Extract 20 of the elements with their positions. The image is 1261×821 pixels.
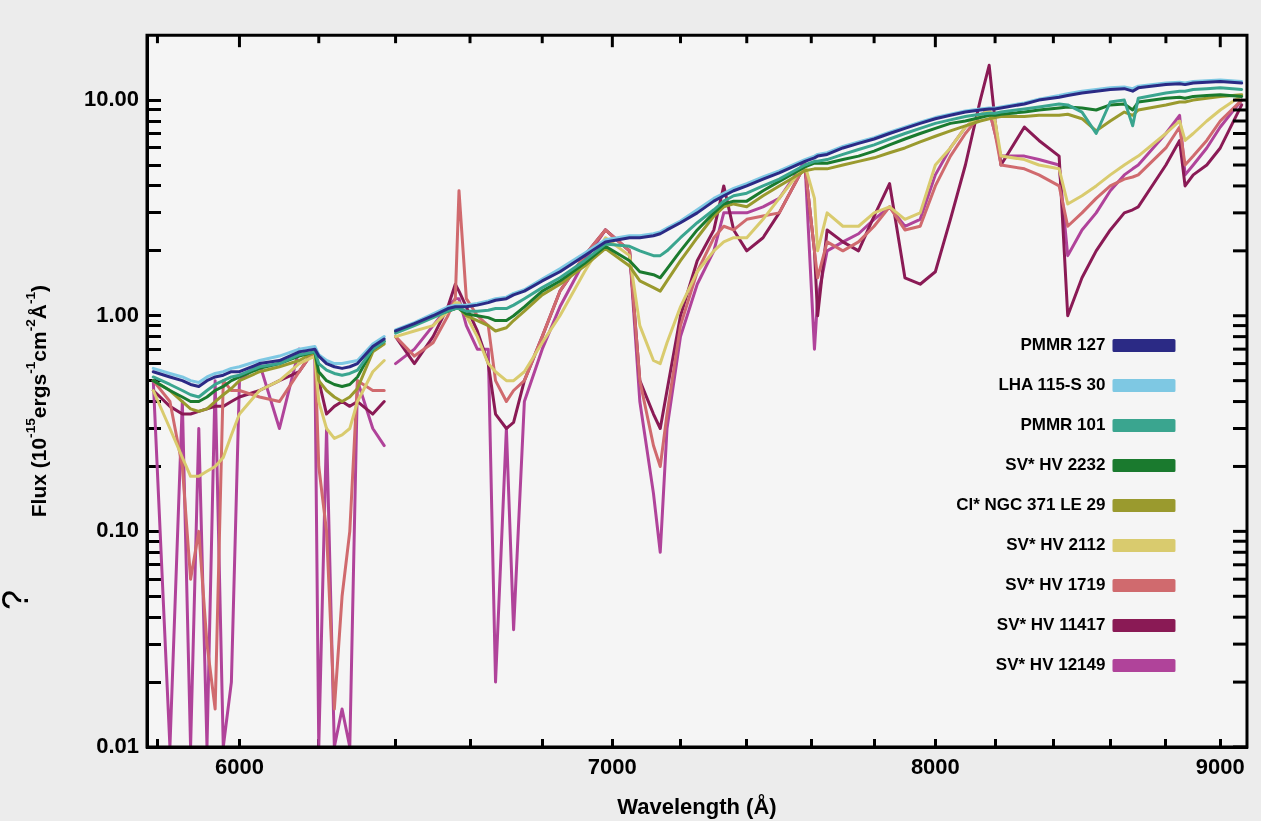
legend-label: SV* HV 2232: [1005, 455, 1106, 475]
y-tick-label: 10.00: [83, 86, 139, 112]
x-tick-label: 8000: [910, 754, 960, 780]
x-tick-label: 6000: [214, 754, 264, 780]
legend-label: SV* HV 2112: [1006, 535, 1106, 555]
legend-label: LHA 115-S 30: [998, 375, 1106, 395]
legend-label: SV* HV 1719: [1005, 575, 1106, 595]
y-tick-label: 0.10: [96, 517, 139, 543]
x-tick-label: 9000: [1195, 754, 1245, 780]
legend-label: SV* HV 12149: [995, 655, 1106, 675]
x-tick-label: 7000: [587, 754, 637, 780]
legend-label: SV* HV 11417: [996, 615, 1106, 635]
y-tick-label: 1.00: [96, 301, 139, 327]
y-tick-label: 0.01: [96, 733, 139, 759]
legend-label: PMMR 127: [1020, 335, 1106, 355]
text: Flux (10-15ergs-1cm-2Å-1): [23, 284, 50, 518]
legend-label: PMMR 101: [1020, 415, 1106, 435]
x-axis-title: Wavelength (Å): [617, 792, 777, 819]
text: ?: [0, 589, 36, 611]
legend-label: Cl* NGC 371 LE 29: [956, 495, 1106, 515]
